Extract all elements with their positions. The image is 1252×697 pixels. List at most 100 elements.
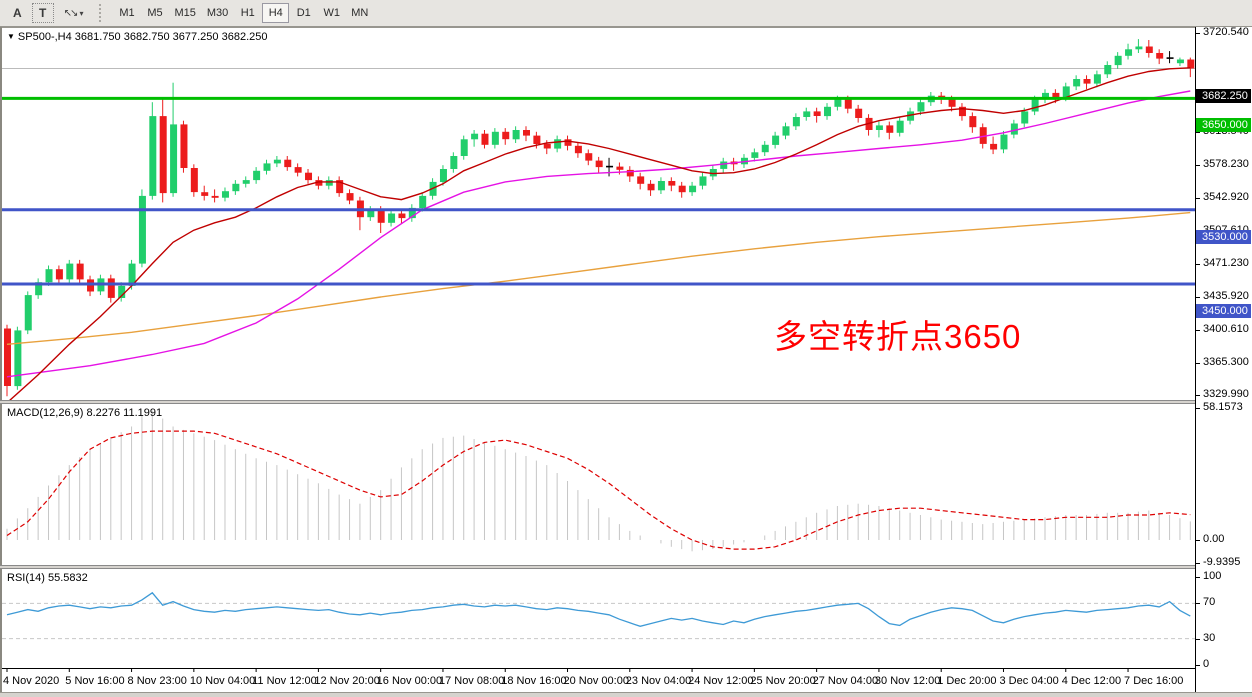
timeframe-m1-button[interactable]: M1	[113, 3, 140, 23]
candle-body	[1031, 99, 1039, 112]
candle-body	[1125, 49, 1133, 56]
text-tool-button[interactable]: T	[31, 3, 54, 23]
candle-body	[678, 185, 686, 193]
timeframe-m5-button[interactable]: M5	[141, 3, 168, 23]
candle-body	[512, 130, 520, 140]
toolbar: A T ↖↘ ▾ M1 M5 M15 M30 H1 H4 D1 W1 MN	[0, 0, 1252, 27]
time-label: 23 Nov 04:00	[626, 675, 691, 687]
text-label-tool-button[interactable]: A	[6, 3, 29, 23]
candle-body	[1187, 59, 1195, 69]
candle-body	[958, 106, 966, 117]
time-label: 5 Nov 16:00	[65, 675, 124, 687]
time-label: 7 Dec 16:00	[1124, 675, 1183, 687]
candle-body	[294, 167, 302, 173]
candle-body	[554, 139, 562, 149]
candle-body	[574, 145, 582, 154]
candle-body	[813, 111, 821, 116]
time-label: 18 Nov 16:00	[501, 675, 566, 687]
axis-tick	[1196, 408, 1200, 409]
arrows-tool-button[interactable]: ↖↘ ▾	[57, 3, 91, 23]
axis-tick	[1196, 132, 1200, 133]
candle-body	[595, 160, 603, 168]
candle-body	[180, 124, 188, 168]
candle-body	[1062, 86, 1070, 98]
candle-body	[948, 99, 956, 107]
time-label: 8 Nov 23:00	[128, 675, 187, 687]
candle-body	[118, 285, 126, 298]
time-label: 16 Nov 00:00	[377, 675, 442, 687]
time-label: 27 Nov 04:00	[813, 675, 878, 687]
chart-annotation-text: 多空转折点3650	[774, 318, 1022, 355]
axis-tick	[1196, 165, 1200, 166]
candle-body	[346, 193, 354, 201]
timeframe-w1-button[interactable]: W1	[318, 3, 345, 23]
rsi-axis-label: 0	[1203, 658, 1210, 670]
candle-body	[481, 133, 489, 145]
candle-body	[439, 169, 447, 182]
timeframe-d1-button[interactable]: D1	[290, 3, 317, 23]
candle-body	[1114, 55, 1122, 66]
candle-body	[523, 130, 530, 136]
price-axis[interactable]: 3720.5403613.5403578.2303542.9203507.610…	[1195, 26, 1252, 692]
candle-body	[626, 169, 634, 177]
candle-body	[772, 135, 780, 145]
candle-body	[66, 263, 74, 280]
candle-body	[1104, 65, 1112, 75]
candle-body	[533, 135, 541, 144]
timeframe-m15-button[interactable]: M15	[169, 3, 200, 23]
axis-tick	[1196, 665, 1200, 666]
red-ma-line	[7, 67, 1191, 401]
candle-body	[367, 209, 375, 218]
pane-separator[interactable]	[0, 400, 1252, 404]
time-label: 12 Nov 20:00	[314, 675, 379, 687]
candle-body	[1042, 92, 1049, 100]
candle-body	[502, 131, 510, 140]
candle-body	[377, 209, 385, 223]
candle-body	[896, 120, 904, 133]
timeframe-h4-button[interactable]: H4	[262, 3, 290, 23]
time-axis[interactable]: 4 Nov 2020 5 Nov 16:00 8 Nov 23:00 10 Nov 0…	[2, 668, 1195, 692]
candle-body	[990, 143, 998, 150]
candle-body	[263, 163, 271, 171]
macd-signal-line	[6, 430, 1191, 550]
candle-body	[253, 170, 261, 181]
candle-body	[221, 191, 229, 198]
axis-tick	[1196, 577, 1200, 578]
candle-body	[782, 126, 790, 136]
axis-tick	[1196, 603, 1200, 604]
candle-body	[1145, 46, 1153, 53]
candle-body	[159, 116, 167, 194]
candle-body	[824, 106, 832, 117]
candle-body	[917, 102, 925, 112]
timeframe-h1-button[interactable]: H1	[234, 3, 261, 23]
pane-separator[interactable]	[0, 565, 1252, 569]
toolbar-grip[interactable]	[99, 4, 104, 22]
timeframe-mn-button[interactable]: MN	[346, 3, 373, 23]
macd-indicator-label: MACD(12,26,9) 8.2276 11.1991	[7, 407, 163, 419]
candle-body	[657, 181, 665, 191]
macd-pane[interactable]	[2, 404, 1195, 566]
timeframe-m30-button[interactable]: M30	[202, 3, 233, 23]
time-label: 24 Nov 12:00	[688, 675, 753, 687]
time-label: 25 Nov 20:00	[750, 675, 815, 687]
rsi-pane[interactable]	[2, 569, 1195, 668]
macd-histogram	[6, 410, 1191, 552]
candle-body	[190, 168, 198, 193]
candle-body	[844, 99, 852, 109]
axis-tick	[1196, 363, 1200, 364]
candle-body	[647, 183, 655, 191]
rsi-line	[6, 591, 1191, 627]
axis-tick	[1196, 330, 1200, 331]
price-tick-label: 3329.990	[1203, 388, 1249, 400]
main-chart-pane[interactable]	[2, 27, 1195, 401]
candle-body	[709, 169, 717, 177]
candle-body	[284, 159, 292, 168]
candle-body	[969, 116, 977, 128]
magenta-ma-line	[6, 90, 1191, 378]
candle-body	[138, 195, 146, 264]
candle-body	[419, 195, 427, 208]
rsi-axis-label: 70	[1203, 596, 1216, 608]
candle-body	[834, 99, 842, 107]
candle-body	[907, 111, 915, 121]
candle-body	[875, 125, 883, 130]
